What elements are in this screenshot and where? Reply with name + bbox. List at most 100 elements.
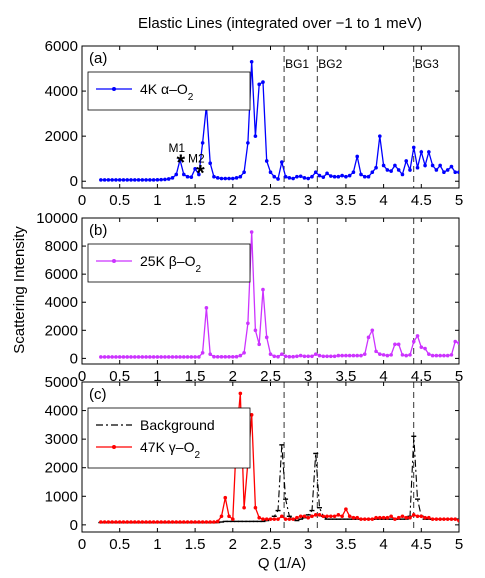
series-group xyxy=(98,391,459,524)
x-tick-label: 5 xyxy=(455,536,463,553)
data-point xyxy=(302,176,307,180)
chart-title: Elastic Lines (integrated over −1 to 1 m… xyxy=(138,15,422,32)
data-point xyxy=(378,515,382,520)
data-point xyxy=(125,520,130,524)
data-point xyxy=(178,355,182,359)
data-point xyxy=(257,515,261,520)
data-point xyxy=(189,355,194,359)
data-point xyxy=(370,328,375,333)
data-point xyxy=(215,355,220,359)
data-point xyxy=(389,514,393,519)
data-point xyxy=(329,514,333,519)
data-point xyxy=(280,352,284,356)
axes-frame xyxy=(81,217,460,365)
data-point xyxy=(170,520,175,524)
data-point xyxy=(231,517,235,521)
data-point xyxy=(340,173,344,178)
data-point xyxy=(253,505,258,510)
data-point xyxy=(457,518,459,523)
data-point xyxy=(321,354,326,359)
data-point xyxy=(362,517,367,521)
x-tick-label: 0.5 xyxy=(109,192,130,209)
data-point xyxy=(404,159,409,163)
series-group xyxy=(99,230,459,359)
data-point xyxy=(423,515,427,520)
data-point xyxy=(359,517,363,521)
data-point xyxy=(442,170,446,175)
data-point xyxy=(159,355,163,359)
y-tick-label: 2000 xyxy=(45,322,78,339)
x-tick-label: 2 xyxy=(229,536,237,553)
data-point xyxy=(106,178,111,182)
data-point xyxy=(148,520,152,524)
x-tick-label: 3 xyxy=(304,368,312,385)
data-point xyxy=(114,178,118,182)
y-tick-label: 4000 xyxy=(45,294,78,311)
data-point xyxy=(155,177,160,182)
y-tick-label: 6000 xyxy=(45,266,78,283)
data-point xyxy=(144,355,148,359)
data-point xyxy=(219,176,224,181)
data-point xyxy=(144,520,148,524)
data-point xyxy=(185,355,190,359)
data-point xyxy=(174,520,179,524)
data-point xyxy=(404,515,409,520)
data-point xyxy=(121,178,126,182)
x-tick-label: 4 xyxy=(379,536,387,553)
x-tick-label: 1.5 xyxy=(185,536,206,553)
data-point xyxy=(393,517,397,521)
y-tick-label: 4000 xyxy=(45,403,78,420)
legend-label: 4K α–O2 xyxy=(140,81,194,103)
data-point xyxy=(287,517,292,521)
data-point xyxy=(385,515,390,520)
data-point xyxy=(249,413,254,417)
data-point xyxy=(419,345,424,349)
data-point xyxy=(200,141,205,145)
data-point xyxy=(121,520,126,524)
x-tick-label: 5 xyxy=(455,192,463,209)
panel-2: 0 0.5 1 1.5 2 2.5 3 3.5 4 4.5 5 0 2000 4000 6000 8000 10… xyxy=(36,210,463,385)
data-point xyxy=(423,163,427,168)
data-point xyxy=(411,513,416,517)
data-point xyxy=(155,520,160,524)
data-point xyxy=(102,520,107,524)
data-point xyxy=(223,495,228,500)
data-point xyxy=(268,352,273,356)
x-tick-label: 0.5 xyxy=(109,536,130,553)
data-point xyxy=(136,178,141,182)
x-tick-label: 5 xyxy=(455,368,463,385)
y-tick-label: 6000 xyxy=(45,38,78,55)
legend-marker xyxy=(112,87,116,91)
data-point xyxy=(291,354,295,359)
data-point xyxy=(313,352,318,356)
data-point xyxy=(344,353,348,358)
data-point xyxy=(453,339,458,344)
data-point xyxy=(200,350,205,355)
data-point xyxy=(215,519,220,524)
x-tick-label: 3 xyxy=(304,536,312,553)
x-tick-label: 3.5 xyxy=(335,536,356,553)
x-tick-label: 1.5 xyxy=(185,192,206,209)
annotation-star: * xyxy=(176,150,185,175)
data-point xyxy=(317,173,322,178)
data-point xyxy=(434,517,439,521)
x-tick-label: 4.5 xyxy=(411,192,432,209)
annotation-label: M2 xyxy=(188,151,205,165)
panel-1: 0 0.5 1 1.5 2 2.5 3 3.5 4 4.5 5 0 2000 4000 6000 BG1 BG2… xyxy=(45,38,464,209)
data-point xyxy=(110,520,114,524)
data-point xyxy=(389,353,393,357)
data-point xyxy=(340,353,344,358)
data-point xyxy=(347,514,352,519)
x-tick-label: 0 xyxy=(78,368,86,385)
x-tick-label: 2 xyxy=(229,192,237,209)
axes-frame xyxy=(81,45,460,189)
data-point xyxy=(430,517,435,521)
data-point xyxy=(408,353,412,357)
legend-box xyxy=(87,71,251,111)
annotation-star: * xyxy=(196,160,205,185)
data-point xyxy=(246,141,250,145)
data-point xyxy=(298,353,303,358)
data-point xyxy=(132,178,137,182)
data-point xyxy=(434,168,439,172)
